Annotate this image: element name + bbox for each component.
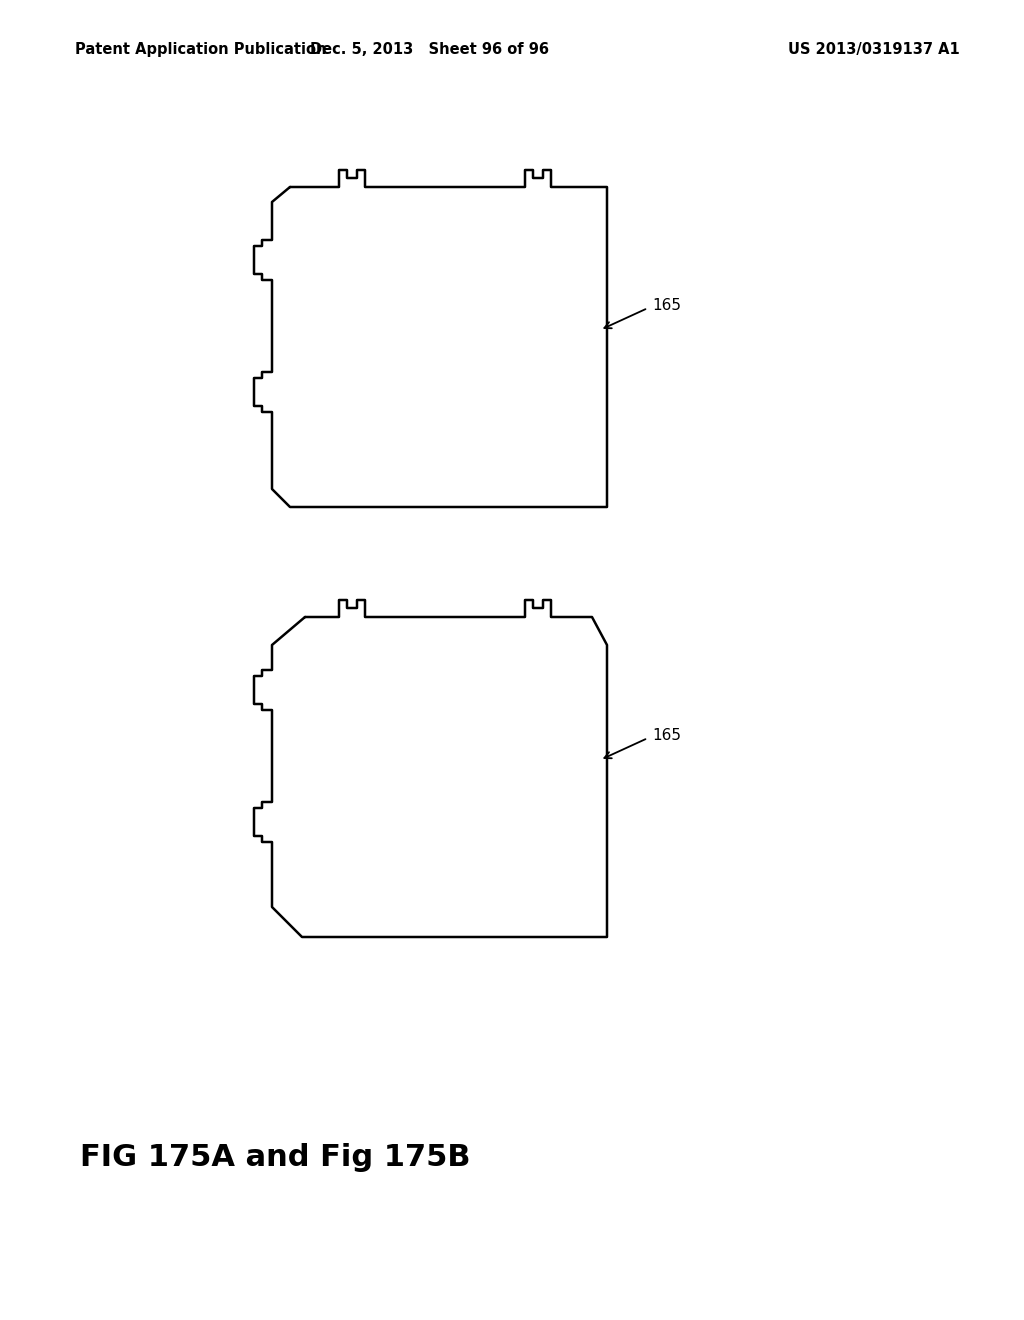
- Text: US 2013/0319137 A1: US 2013/0319137 A1: [788, 42, 961, 57]
- Text: Patent Application Publication: Patent Application Publication: [75, 42, 327, 57]
- Text: 165: 165: [652, 727, 681, 742]
- Text: FIG 175A and Fig 175B: FIG 175A and Fig 175B: [80, 1143, 470, 1172]
- Text: 165: 165: [652, 297, 681, 313]
- Text: Dec. 5, 2013   Sheet 96 of 96: Dec. 5, 2013 Sheet 96 of 96: [310, 42, 550, 57]
